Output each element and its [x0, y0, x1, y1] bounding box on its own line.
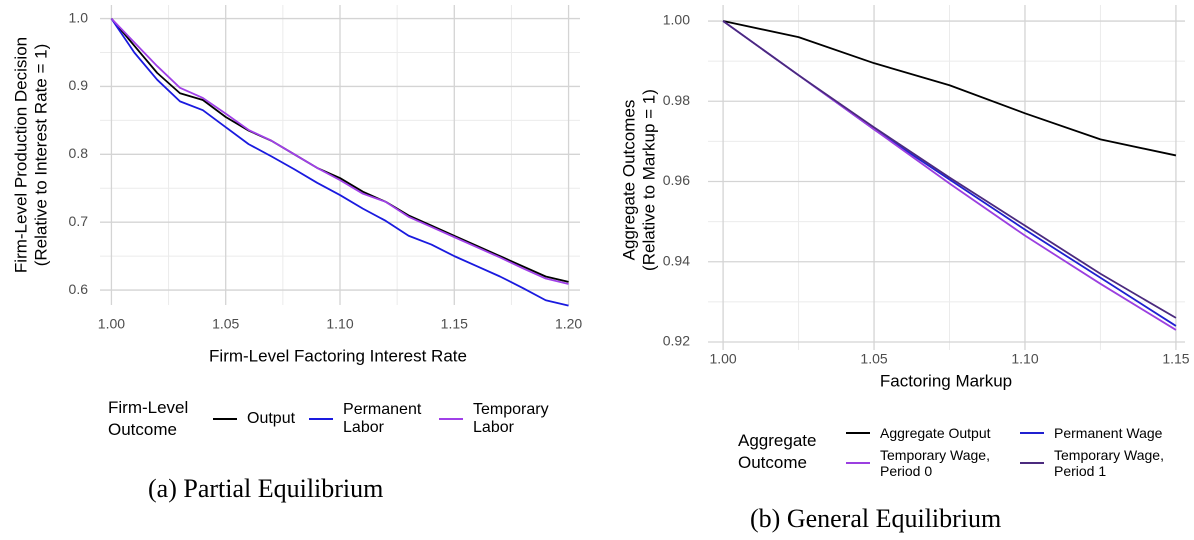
legend: Firm-Level Outcome Output Permanent Labor T…: [108, 397, 555, 441]
y-axis-label: (Relative to Interest Rate = 1): [31, 44, 50, 267]
x-axis-label: Factoring Markup: [880, 371, 1012, 390]
legend-item: Temporary Wage, Period 0: [846, 447, 1010, 479]
legend-title: Aggregate Outcome: [738, 431, 817, 472]
series-line: [110, 17, 569, 283]
x-tick-label: 1.05: [212, 316, 239, 332]
series-line: [722, 20, 1177, 157]
legend-label: Temporary Wage, Period 0: [880, 447, 990, 479]
y-tick-label: 0.7: [69, 213, 89, 229]
y-axis-label: Aggregate Outcomes: [619, 100, 638, 261]
legend-key: [1020, 462, 1044, 464]
legend-items: Aggregate Output Permanent Wage Temporary …: [846, 425, 1184, 479]
y-tick-label: 0.96: [663, 172, 690, 188]
y-axis-label: Firm-Level Production Decision: [11, 37, 30, 273]
legend-label: Temporary Labor: [473, 401, 549, 436]
legend-label: Temporary Wage, Period 1: [1054, 447, 1164, 479]
y-tick-label: 0.94: [663, 252, 690, 268]
x-tick-label: 1.05: [860, 351, 887, 367]
x-tick-label: 1.10: [326, 316, 353, 332]
legend-key: [846, 462, 870, 464]
legend-item: Temporary Labor: [439, 401, 555, 437]
x-tick-label: 1.20: [555, 316, 582, 332]
caption: (a) Partial Equilibrium: [148, 474, 384, 503]
x-tick-label: 1.00: [98, 316, 125, 332]
legend-title: Firm-Level Outcome: [108, 398, 189, 439]
x-tick-label: 1.15: [1162, 351, 1189, 367]
legend-key: [1020, 432, 1044, 434]
legend-key: [213, 418, 237, 420]
legend-label: Permanent Wage: [1054, 425, 1163, 441]
x-tick-label: 1.00: [709, 351, 736, 367]
y-axis-label: (Relative to Markup = 1): [639, 89, 658, 271]
legend-item: Temporary Wage, Period 1: [1020, 447, 1184, 479]
legend-key: [309, 418, 334, 420]
legend-label: Output: [247, 410, 296, 427]
y-tick-label: 1.00: [663, 12, 690, 28]
series-line: [110, 18, 569, 307]
legend-item: Aggregate Output: [846, 425, 1010, 441]
legend-label: Aggregate Output: [880, 425, 991, 441]
legend: Aggregate Outcome Aggregate Output Permane…: [738, 425, 1184, 479]
y-tick-label: 0.98: [663, 92, 690, 108]
x-tick-label: 1.10: [1011, 351, 1038, 367]
legend-key: [846, 432, 870, 434]
y-tick-label: 0.8: [69, 145, 89, 161]
legend-label: Permanent Labor: [343, 401, 422, 436]
x-tick-label: 1.15: [441, 316, 468, 332]
legend-key: [439, 418, 464, 420]
y-tick-label: 0.6: [69, 281, 89, 297]
caption: (b) General Equilibrium: [750, 504, 1002, 533]
series-line: [722, 20, 1177, 319]
legend-item: Output: [213, 410, 295, 428]
x-axis-label: Firm-Level Factoring Interest Rate: [209, 346, 467, 365]
y-tick-label: 0.92: [663, 333, 690, 349]
legend-item: Permanent Wage: [1020, 425, 1184, 441]
legend-item: Permanent Labor: [309, 401, 425, 437]
series-line: [110, 17, 569, 285]
y-tick-label: 1.0: [69, 9, 89, 25]
y-tick-label: 0.9: [69, 77, 89, 93]
legend-items: Output Permanent Labor Temporary Labor: [213, 401, 555, 437]
